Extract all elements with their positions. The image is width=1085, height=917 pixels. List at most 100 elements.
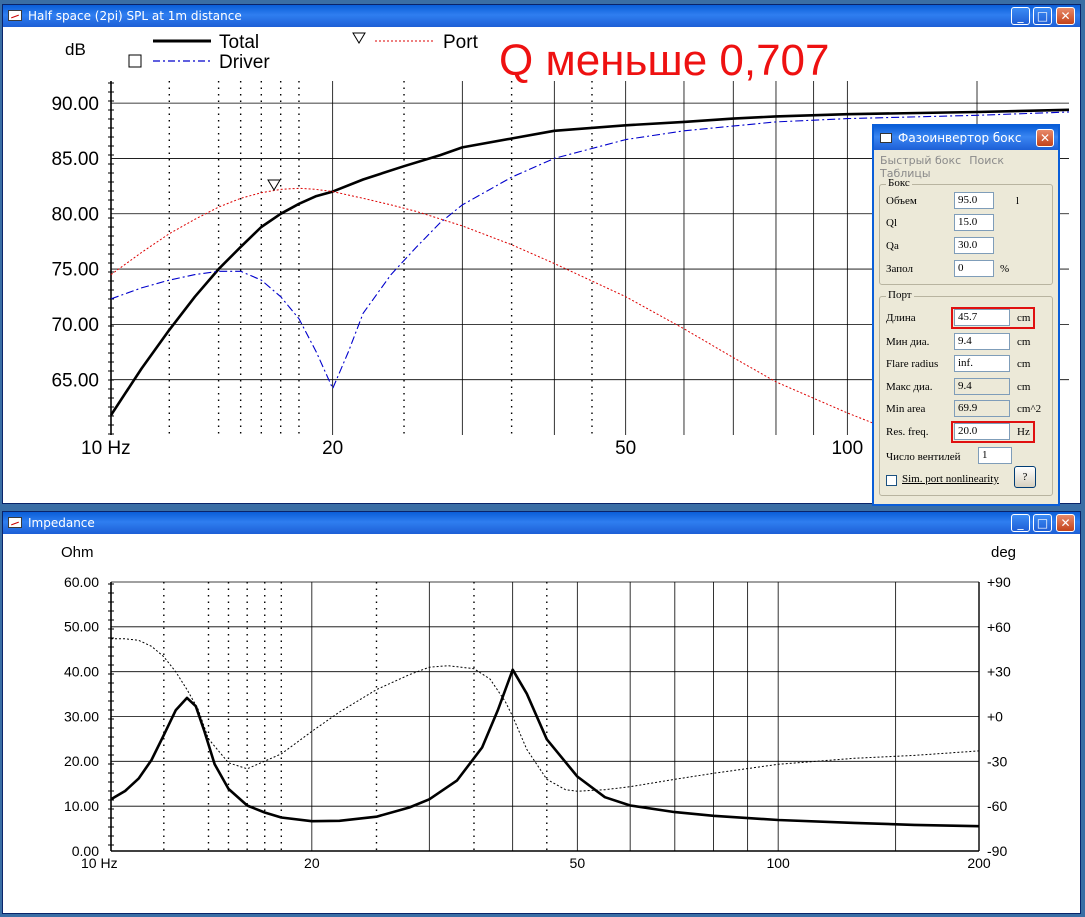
impedance-chart: 0.00 10.00 20.00 30.00 40.00 50.00 60.00 -90 -60… (61, 544, 1016, 871)
res-freq-field[interactable]: 20.0 (954, 423, 1010, 440)
res-freq-unit: Hz (1017, 426, 1030, 438)
series-line-0 (110, 668, 980, 828)
ql-field[interactable]: 15.0 (954, 214, 994, 231)
legend-driver: Driver (219, 52, 270, 73)
close-button[interactable]: ✕ (1056, 7, 1075, 25)
impedance-y-unit: Ohm (61, 544, 94, 561)
y-tick-label: 65.00 (51, 370, 99, 391)
impedance-series (110, 638, 980, 828)
spl-legend: Total Driver Port (128, 32, 479, 73)
spl-chart: 65.00 70.00 75.00 80.00 85.00 90.00 10 Hz 20 50 1… (51, 32, 1070, 459)
qa-label: Qa (886, 240, 899, 252)
sim-port-checkbox[interactable] (886, 475, 897, 486)
x-tick-label: 50 (570, 855, 586, 871)
dialog-close-button[interactable]: ✕ (1036, 129, 1054, 147)
x-tick-label: 10 Hz (81, 438, 131, 459)
y-tick-label: 0.00 (72, 843, 99, 859)
box-group-label: Бокс (886, 177, 912, 189)
min-area-field: 69.9 (954, 400, 1010, 417)
y2-tick-label: +90 (987, 574, 1011, 590)
y2-tick-label: -30 (987, 753, 1007, 769)
y2-tick-label: +30 (987, 664, 1011, 680)
port-group: Порт (879, 289, 1053, 496)
y-tick-label: 50.00 (64, 619, 99, 635)
min-dia-field[interactable]: 9.4 (954, 333, 1010, 350)
flare-radius-label: Flare radius (886, 358, 939, 370)
spl-y-unit: dB (65, 40, 86, 59)
port-marker-icon (352, 32, 366, 44)
q-annotation: Q меньше 0,707 (499, 36, 830, 85)
impedance-y2-unit: deg (991, 544, 1016, 561)
y-tick-label: 10.00 (64, 798, 99, 814)
chart-window-icon (8, 517, 22, 528)
flare-radius-unit: cm (1017, 358, 1031, 370)
sim-port-label[interactable]: Sim. port nonlinearity (902, 473, 999, 485)
port-length-label: Длина (886, 312, 916, 324)
dialog-menu: Быстрый бокс Поиск Таблицы (880, 154, 1058, 180)
x-tick-label: 100 (766, 855, 790, 871)
minimize-button[interactable]: _ (1011, 7, 1030, 25)
impedance-grid (108, 581, 980, 852)
dialog-window-icon (880, 133, 892, 143)
menu-search-tables[interactable]: Поиск Таблицы (880, 154, 1005, 180)
series-line-1 (110, 111, 1070, 390)
min-area-label: Min area (886, 403, 926, 415)
impedance-tick-labels: 0.00 10.00 20.00 30.00 40.00 50.00 60.00 -90 -60… (64, 574, 1011, 871)
legend-port: Port (443, 32, 479, 53)
x-tick-label: 10 Hz (81, 855, 118, 871)
spl-titlebar[interactable]: Half space (2pi) SPL at 1m distance _ □ … (3, 5, 1080, 27)
qa-field[interactable]: 30.0 (954, 237, 994, 254)
x-tick-label: 20 (304, 855, 320, 871)
spl-tick-labels: 65.00 70.00 75.00 80.00 85.00 90.00 10 Hz 20 50 1… (51, 94, 863, 459)
spl-series (109, 108, 1070, 432)
spl-grid (108, 81, 1069, 435)
menu-quick-box[interactable]: Быстрый бокс (880, 154, 962, 167)
volume-label: Объем (886, 195, 917, 207)
driver-marker-icon (128, 54, 142, 68)
maximize-button[interactable]: □ (1033, 514, 1052, 532)
minimize-button[interactable]: _ (1011, 514, 1030, 532)
y-tick-label: 20.00 (64, 753, 99, 769)
maximize-button[interactable]: □ (1033, 7, 1052, 25)
impedance-window: Impedance _ □ ✕ 0.00 10.00 20.00 30.00 40.00… (2, 511, 1081, 914)
vented-box-dialog: Фазоинвертор бокс ✕ Быстрый бокс Поиск Та… (872, 124, 1060, 506)
min-area-unit: cm^2 (1017, 403, 1042, 415)
max-dia-label: Макс диа. (886, 381, 933, 393)
y-tick-label: 60.00 (64, 574, 99, 590)
volume-field[interactable]: 95.0 (954, 192, 994, 209)
flare-radius-field[interactable]: inf. (954, 355, 1010, 372)
max-dia-field: 9.4 (954, 378, 1010, 395)
x-tick-label: 100 (831, 438, 863, 459)
port-curve-marker-icon (267, 179, 281, 191)
impedance-titlebar[interactable]: Impedance _ □ ✕ (3, 512, 1080, 534)
res-freq-label: Res. freq. (886, 426, 929, 438)
x-tick-label: 20 (322, 438, 343, 459)
y2-tick-label: +60 (987, 619, 1011, 635)
y2-tick-label: -90 (987, 843, 1007, 859)
y-tick-label: 75.00 (51, 260, 99, 281)
y-tick-label: 30.00 (64, 708, 99, 724)
series-line-1 (111, 638, 980, 792)
min-dia-unit: cm (1017, 336, 1031, 348)
y-tick-label: 85.00 (51, 149, 99, 170)
series-line-2 (110, 187, 893, 432)
series-line-0 (109, 108, 1070, 416)
impedance-window-title: Impedance (28, 516, 95, 530)
fill-field[interactable]: 0 (954, 260, 994, 277)
chart-window-icon (8, 10, 22, 21)
port-length-unit: cm (1017, 312, 1031, 324)
res-freq-highlight (951, 421, 1035, 443)
port-group-label: Порт (886, 289, 914, 301)
x-tick-label: 200 (967, 855, 991, 871)
close-button[interactable]: ✕ (1056, 514, 1075, 532)
dialog-titlebar[interactable]: Фазоинвертор бокс ✕ (874, 126, 1058, 150)
port-length-field[interactable]: 45.7 (954, 309, 1010, 326)
spl-window-title: Half space (2pi) SPL at 1m distance (28, 9, 242, 23)
port-length-highlight (951, 307, 1035, 329)
vents-label: Число вентилей (886, 451, 961, 463)
y-tick-label: 90.00 (51, 94, 99, 115)
y-tick-label: 40.00 (64, 664, 99, 680)
volume-unit: l (1016, 195, 1020, 207)
help-button[interactable]: ? (1014, 466, 1036, 488)
vents-field[interactable]: 1 (978, 447, 1012, 464)
